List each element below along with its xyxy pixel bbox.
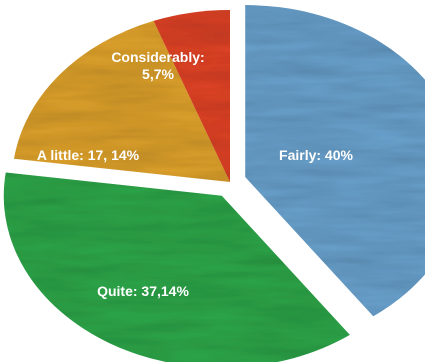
slice-label-a-little: A little: 17, 14% (37, 147, 140, 163)
pie-slice-quite (3, 172, 350, 362)
pie-slice-a-little (13, 20, 230, 182)
slice-label-fairly: Fairly: 40% (279, 147, 353, 163)
pie-slices (3, 5, 425, 362)
slice-label-quite: Quite: 37,14% (97, 283, 189, 299)
pie-labels: Fairly: 40% Quite: 37,14% A little: 17, 14… (37, 49, 354, 299)
slice-label-considerably: Considerably: 5,7% (111, 49, 204, 82)
pie-slice-considerably (153, 10, 230, 182)
pie-slice-fairly (245, 5, 425, 317)
